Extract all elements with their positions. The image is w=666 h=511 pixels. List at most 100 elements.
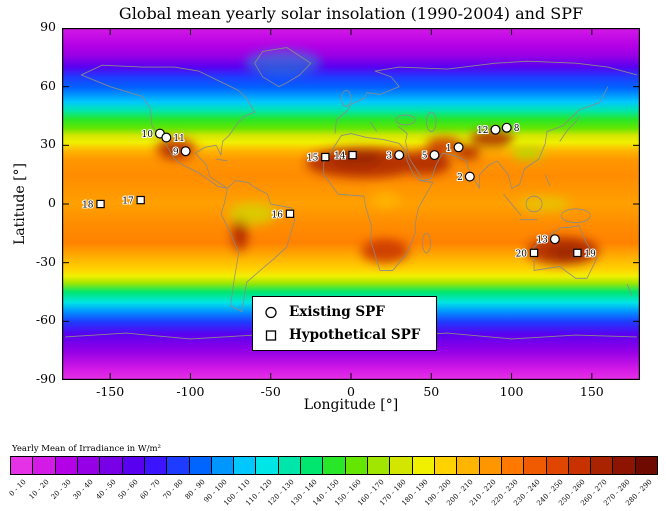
colorbar-bin-label: 60 - 70 bbox=[138, 478, 163, 502]
colorbar-cell bbox=[389, 457, 412, 474]
y-tick-label: 90 bbox=[40, 19, 56, 34]
site-label-18: 18 bbox=[82, 201, 94, 211]
colorbar-cell bbox=[143, 457, 167, 474]
site-label-14: 14 bbox=[334, 152, 346, 162]
colorbar-cell bbox=[344, 457, 367, 474]
site-label-20: 20 bbox=[516, 249, 528, 259]
site-marker-9 bbox=[180, 146, 191, 157]
x-axis-label: Longitude [°] bbox=[303, 397, 399, 413]
colorbar-cell bbox=[433, 457, 457, 474]
legend-box: Existing SPF Hypothetical SPF bbox=[252, 296, 438, 351]
site-label-11: 11 bbox=[173, 134, 184, 144]
colorbar-cell bbox=[210, 457, 234, 474]
x-tick-label: 150 bbox=[579, 384, 604, 399]
site-label-16: 16 bbox=[272, 210, 284, 220]
colorbar-cell bbox=[590, 457, 613, 474]
colorbar-cell bbox=[233, 457, 256, 474]
circle-marker-icon bbox=[263, 305, 279, 320]
site-marker-5 bbox=[429, 150, 440, 161]
legend-label-existing: Existing SPF bbox=[289, 304, 385, 320]
colorbar-cell bbox=[300, 457, 323, 474]
colorbar-cell bbox=[367, 457, 390, 474]
colorbar-cell bbox=[32, 457, 55, 474]
legend-item-existing: Existing SPF bbox=[263, 304, 420, 320]
colorbar-gradient bbox=[10, 456, 658, 475]
colorbar-cell bbox=[166, 457, 189, 474]
colorbar-bin-label: 20 - 30 bbox=[49, 478, 73, 502]
site-marker-1 bbox=[453, 142, 464, 153]
colorbar-bin-label: 0 - 10 bbox=[8, 478, 28, 498]
site-label-19: 19 bbox=[584, 249, 596, 259]
y-tick-label: 0 bbox=[48, 195, 56, 210]
x-tick-label: -150 bbox=[96, 384, 125, 399]
x-tick-label: 50 bbox=[423, 384, 440, 399]
colorbar-labels: 0 - 10 10 - 20 20 - 30 30 - 40 40 - 50 50 - 6… bbox=[8, 475, 658, 507]
site-marker-18 bbox=[96, 199, 105, 209]
colorbar-cell bbox=[478, 457, 501, 474]
colorbar-bin-label: 70 - 80 bbox=[161, 478, 185, 502]
colorbar-bin-label: 30 - 40 bbox=[71, 478, 95, 502]
colorbar-cell bbox=[277, 457, 301, 474]
site-marker-15 bbox=[321, 152, 330, 162]
square-marker-icon bbox=[263, 328, 279, 343]
site-label-12: 12 bbox=[477, 126, 488, 136]
site-marker-13 bbox=[549, 234, 560, 245]
x-tick-label: 100 bbox=[499, 384, 524, 399]
colorbar-cell bbox=[456, 457, 479, 474]
x-tick-label: -50 bbox=[260, 384, 281, 399]
colorbar-cell bbox=[411, 457, 434, 474]
colorbar-cell bbox=[255, 457, 278, 474]
chart-title: Global mean yearly solar insolation (199… bbox=[118, 4, 584, 23]
site-label-8: 8 bbox=[514, 124, 520, 134]
site-label-13: 13 bbox=[536, 236, 548, 246]
y-tick-label: -30 bbox=[35, 253, 56, 269]
site-marker-19 bbox=[573, 248, 582, 258]
site-marker-12 bbox=[490, 124, 501, 135]
legend-item-hypothetical: Hypothetical SPF bbox=[263, 327, 420, 343]
site-label-3: 3 bbox=[386, 152, 392, 162]
site-marker-20 bbox=[529, 248, 539, 258]
colorbar-bin-label: 50 - 60 bbox=[116, 478, 140, 502]
colorbar-cell bbox=[500, 457, 524, 474]
site-label-15: 15 bbox=[307, 154, 319, 164]
site-marker-8 bbox=[501, 122, 512, 133]
colorbar-cell bbox=[523, 457, 546, 474]
site-marker-11 bbox=[161, 132, 172, 143]
colorbar-cell bbox=[567, 457, 591, 474]
x-tick-label: -100 bbox=[176, 384, 205, 399]
y-tick-label: 60 bbox=[40, 77, 56, 93]
site-marker-17 bbox=[136, 195, 145, 205]
colorbar-title: Yearly Mean of Irradiance in W/m² bbox=[12, 444, 161, 454]
site-marker-2 bbox=[464, 171, 475, 182]
colorbar: Yearly Mean of Irradiance in W/m² 0 - 10… bbox=[8, 444, 658, 507]
colorbar-cell bbox=[545, 457, 568, 474]
colorbar-cell bbox=[634, 457, 658, 474]
site-marker-3 bbox=[394, 150, 405, 161]
site-label-5: 5 bbox=[422, 152, 428, 162]
site-label-2: 2 bbox=[457, 173, 463, 183]
colorbar-cell bbox=[322, 457, 345, 474]
site-label-10: 10 bbox=[141, 130, 153, 140]
site-label-9: 9 bbox=[173, 148, 179, 158]
colorbar-bin-label: 40 - 50 bbox=[94, 478, 118, 502]
plot-area: 1 2 3 5 8 9 10 11 12 13 14 15 16 17 18 19 20 Existing SP… bbox=[62, 27, 640, 381]
y-tick-label: -60 bbox=[35, 312, 56, 328]
colorbar-cell bbox=[54, 457, 77, 474]
colorbar-cell bbox=[11, 457, 33, 474]
colorbar-bin-label: 10 - 20 bbox=[27, 478, 51, 502]
legend-label-hypothetical: Hypothetical SPF bbox=[289, 327, 421, 343]
colorbar-cell bbox=[99, 457, 122, 474]
x-tick-label: 0 bbox=[347, 384, 355, 399]
colorbar-cell bbox=[612, 457, 635, 474]
site-label-17: 17 bbox=[122, 197, 134, 207]
site-marker-14 bbox=[348, 150, 357, 160]
colorbar-cell bbox=[76, 457, 100, 474]
colorbar-cell bbox=[188, 457, 211, 474]
plot-border bbox=[62, 28, 640, 380]
site-marker-16 bbox=[285, 209, 295, 218]
site-label-1: 1 bbox=[446, 144, 452, 154]
y-tick-label: 30 bbox=[40, 136, 56, 152]
y-tick-label: -90 bbox=[35, 371, 56, 386]
